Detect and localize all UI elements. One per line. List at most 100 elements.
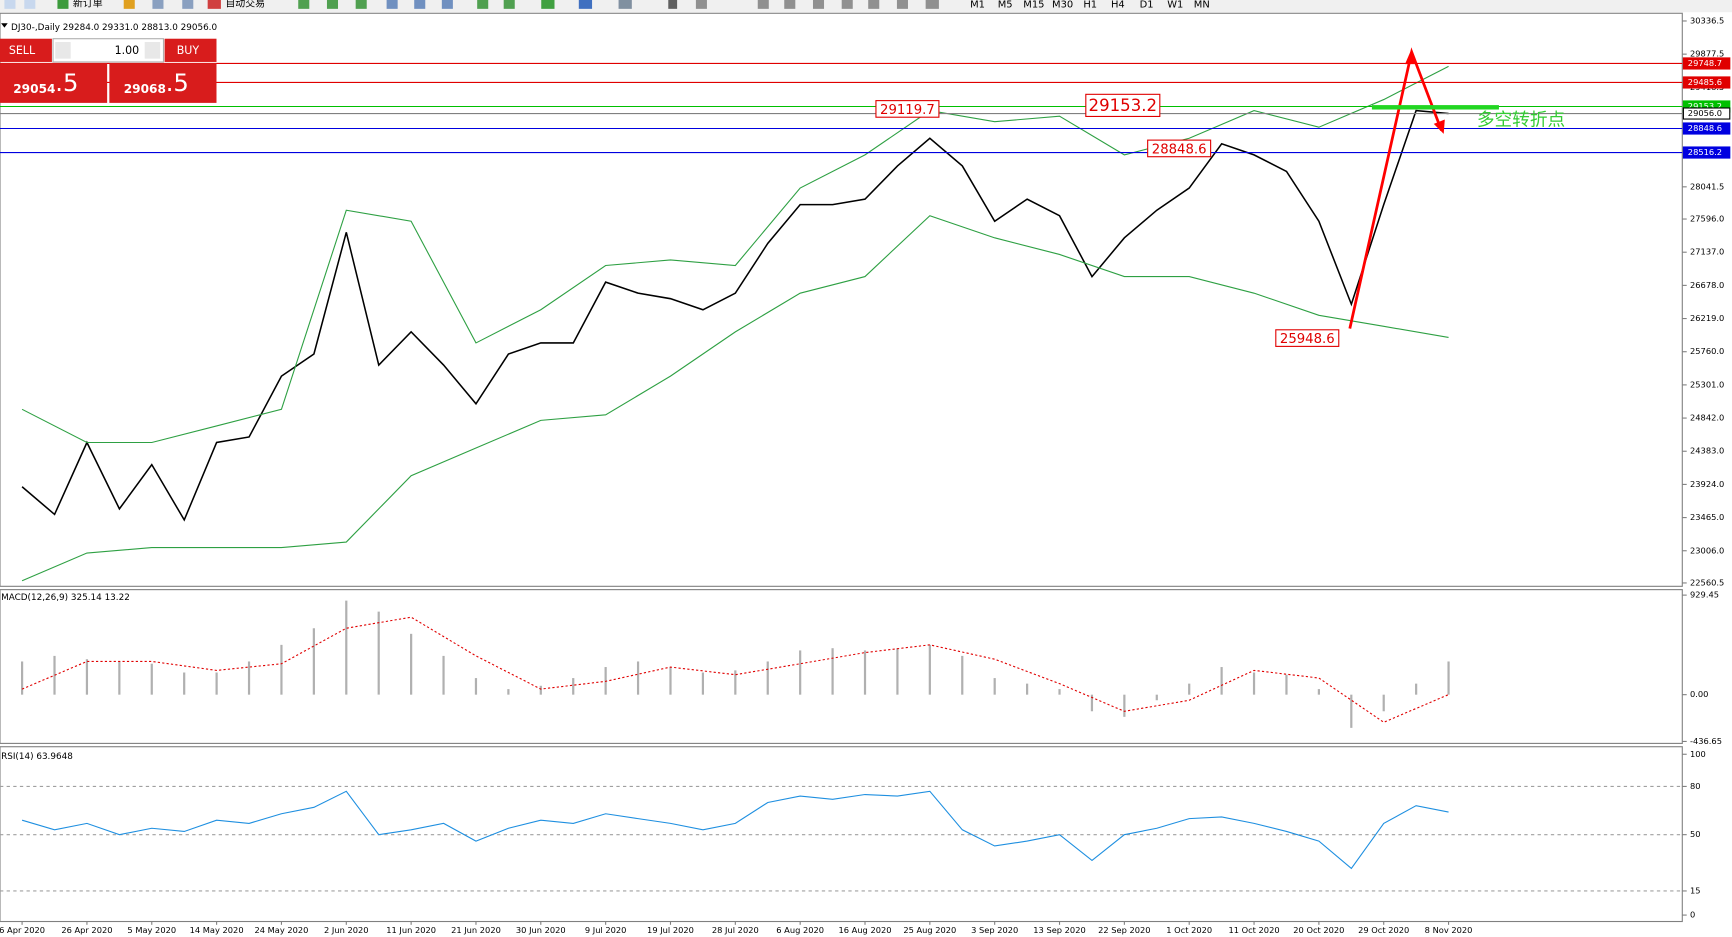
level-price-label: 28848.6 (1688, 123, 1722, 133)
tool-icon[interactable] (925, 0, 939, 9)
buy-button[interactable] (164, 38, 217, 62)
x-tick-label: 11 Jun 2020 (386, 925, 436, 935)
sell-button[interactable] (0, 38, 52, 62)
tool-icon[interactable] (896, 0, 908, 9)
level-price-label: 29748.7 (1688, 58, 1722, 68)
y-tick-label: 50 (1690, 829, 1701, 839)
price-annotation: 28848.6 (1152, 143, 1207, 158)
series-line (21, 109, 1449, 522)
lot-field[interactable] (52, 38, 165, 63)
price-annotation-box (875, 100, 940, 118)
timeframe-button[interactable]: H1 (1083, 0, 1097, 10)
y-tick-label: 100 (1690, 749, 1706, 759)
y-tick-label: 80 (1690, 781, 1701, 791)
tool-icon[interactable] (414, 0, 426, 9)
y-tick-label: 26678.0 (1690, 280, 1724, 290)
tool-icon[interactable] (182, 0, 194, 9)
x-tick-label: 28 Jul 2020 (712, 925, 759, 935)
y-tick-label: 25760.0 (1690, 346, 1724, 356)
turning-point-bar (1371, 105, 1499, 110)
tool-icon[interactable] (441, 0, 453, 9)
level-price-box (1682, 76, 1731, 89)
x-tick-label: 14 May 2020 (190, 925, 244, 935)
price-annotation: 25948.6 (1280, 332, 1335, 347)
tool-icon[interactable] (618, 0, 632, 9)
sell-label[interactable]: SELL (9, 44, 36, 57)
tool-icon[interactable] (477, 0, 489, 9)
y-tick-label: 0 (1690, 910, 1695, 920)
x-tick-label: 19 Jul 2020 (647, 925, 694, 935)
timeframe-button[interactable]: W1 (1167, 0, 1183, 10)
tool-icon[interactable] (868, 0, 880, 9)
x-tick-label: 2 Jun 2020 (324, 925, 369, 935)
tool-icon[interactable] (757, 0, 769, 9)
y-tick-label: 22560.5 (1690, 577, 1724, 587)
timeframe-button[interactable]: MN (1194, 0, 1210, 10)
tool-icon[interactable] (123, 0, 135, 9)
x-tick-label: 8 Nov 2020 (1425, 925, 1473, 935)
x-tick-label: 25 Aug 2020 (903, 925, 956, 935)
x-tick-label: 29 Oct 2020 (1358, 925, 1409, 935)
y-tick-label: 25301.0 (1690, 379, 1724, 389)
x-tick-label: 24 May 2020 (254, 925, 308, 935)
tool-icon[interactable] (695, 0, 707, 9)
tool-icon[interactable] (541, 0, 555, 9)
timeframe-button[interactable]: M30 (1052, 0, 1073, 10)
macd-title: MACD(12,26,9) 325.14 13.22 (1, 593, 130, 603)
tool-icon[interactable] (578, 0, 593, 9)
tool-icon[interactable] (4, 0, 16, 9)
macd-panel-frame (0, 589, 1683, 744)
timeframe-button[interactable]: H4 (1111, 0, 1125, 10)
level-price-label: 29153.2 (1688, 101, 1722, 111)
timeframe-button[interactable]: M15 (1023, 0, 1044, 10)
timeframe-button[interactable]: D1 (1140, 0, 1154, 10)
y-tick-label: 23924.0 (1690, 479, 1724, 489)
x-tick-label: 1 Oct 2020 (1166, 925, 1212, 935)
arrow-head (1433, 119, 1445, 134)
new-order-button[interactable]: 新订单 (73, 0, 103, 9)
arrow-head (1405, 48, 1417, 65)
tool-icon[interactable] (24, 0, 36, 9)
timeframe-button[interactable]: M1 (970, 0, 985, 10)
x-tick-label: 11 Oct 2020 (1228, 925, 1279, 935)
tool-icon[interactable] (152, 0, 164, 9)
turning-point-label: 多空转折点 (1477, 110, 1565, 131)
buy-price[interactable]: 29068 (124, 82, 166, 96)
x-tick-label: 16 Aug 2020 (838, 925, 891, 935)
timeframe-bar: M1 M5 M15 M30 H1 H4 D1 W1 MN (970, 0, 1210, 10)
tool-icon[interactable] (298, 0, 310, 9)
y-tick-label: 27137.0 (1690, 247, 1724, 257)
tool-icon[interactable] (668, 0, 678, 9)
buy-price-pips[interactable]: .5 (166, 68, 189, 97)
y-tick-label: 24842.0 (1690, 413, 1724, 423)
lot-value[interactable]: 1.00 (115, 44, 140, 57)
lot-down[interactable] (55, 42, 71, 59)
tool-icon[interactable] (503, 0, 515, 9)
tool-icon[interactable] (841, 0, 853, 9)
tool-icon[interactable] (386, 0, 398, 9)
tool-icon[interactable] (326, 0, 339, 9)
price-annotation-box (1085, 93, 1161, 118)
sell-price-box[interactable] (0, 63, 108, 103)
series-line (21, 790, 1449, 870)
sell-price[interactable]: 29054 (13, 82, 55, 96)
auto-trading-button[interactable]: 自动交易 (225, 0, 265, 9)
level-price-box (1682, 122, 1731, 135)
level-price-box (1682, 146, 1731, 159)
sell-price-pips[interactable]: .5 (55, 68, 78, 97)
new-order-icon[interactable] (57, 0, 69, 9)
tool-icon[interactable] (784, 0, 796, 9)
auto-trading-icon[interactable] (207, 0, 221, 9)
tool-icon[interactable] (355, 0, 367, 9)
buy-label[interactable]: BUY (177, 44, 200, 57)
tool-icon[interactable] (812, 0, 825, 9)
timeframe-button[interactable]: M5 (998, 0, 1013, 10)
price-panel-frame (0, 12, 1683, 587)
x-tick-label: 3 Sep 2020 (971, 925, 1018, 935)
lot-up[interactable] (144, 42, 161, 59)
y-tick-label: 23465.0 (1690, 512, 1724, 522)
series-line (21, 616, 1449, 723)
buy-price-box[interactable] (109, 63, 217, 103)
